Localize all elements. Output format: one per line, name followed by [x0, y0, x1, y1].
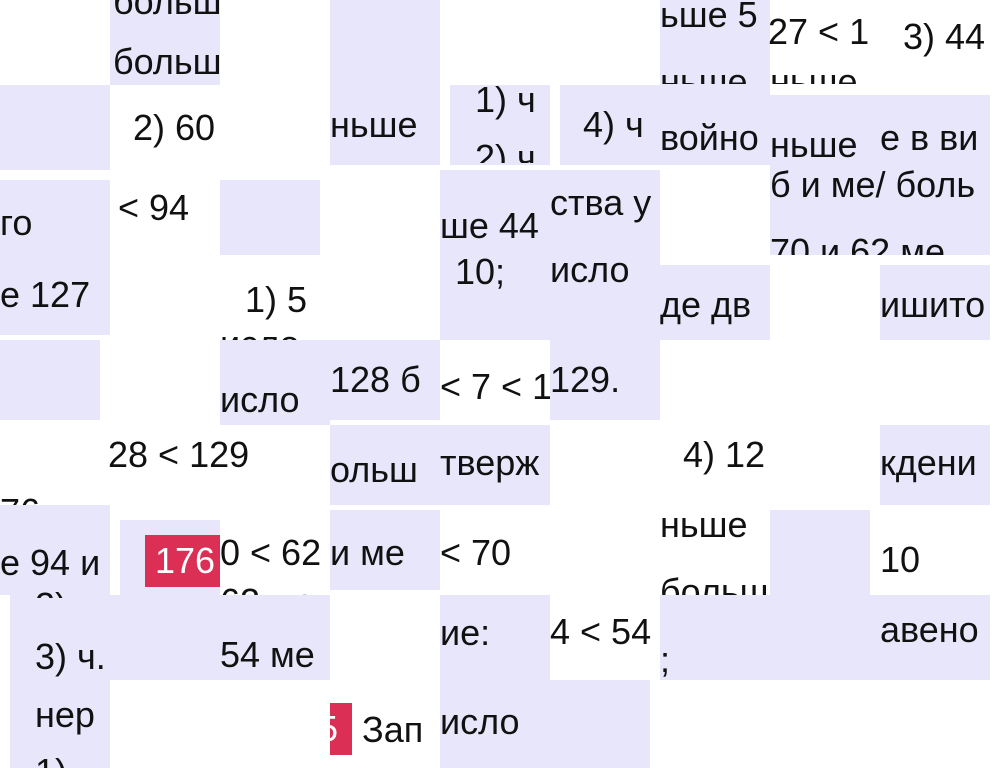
- text-fragment: тверж: [440, 443, 540, 483]
- text-fragment: исло: [220, 324, 330, 340]
- text-fragment: ше 44: [440, 206, 539, 246]
- text-fragment: 4) 12: [683, 435, 766, 475]
- tile: [440, 595, 550, 680]
- tile: [330, 510, 440, 590]
- text-fragment: 2) ч: [475, 138, 536, 163]
- text-fragment: < 94: [118, 188, 190, 228]
- text-fragment: 0 < 62: [220, 533, 330, 573]
- text-fragment: исло: [220, 380, 300, 420]
- text-fragment: го: [0, 203, 33, 243]
- text-fragment: ьше 5: [660, 0, 758, 35]
- text-fragment: 10: [880, 540, 921, 580]
- tile: [330, 425, 440, 505]
- tile: [770, 95, 990, 170]
- tile: [10, 595, 110, 768]
- text-fragment: б и ме/ боль: [770, 165, 976, 205]
- text-fragment: ньше: [660, 505, 748, 545]
- text-fragment: ньше: [770, 125, 858, 165]
- tile: [660, 0, 770, 165]
- text-fragment: ольш: [330, 450, 418, 490]
- text-fragment: 2) 60: [133, 108, 216, 148]
- tile: [880, 265, 990, 340]
- text-fragment: е 94 и: [0, 543, 101, 583]
- tile: [0, 180, 110, 335]
- tile: [110, 595, 330, 680]
- text-fragment: 3) ч.: [35, 637, 106, 677]
- text-fragment: де дв: [660, 285, 752, 325]
- tile: [330, 0, 440, 165]
- text-fragment: кдени: [880, 443, 977, 483]
- tile: [770, 510, 870, 595]
- tile: [770, 170, 990, 255]
- text-fragment: ишито: [880, 285, 986, 325]
- tile: [0, 85, 110, 170]
- text-fragment: е 127: [0, 275, 91, 315]
- text-fragment: ньше: [770, 62, 858, 84]
- text-fragment: 27 < 1: [768, 12, 870, 52]
- text-fragment: 3) 44: [903, 17, 986, 57]
- tile: [220, 180, 320, 255]
- tile: [560, 85, 660, 165]
- text-fragment: е в ви: [880, 118, 979, 158]
- text-fragment: исло: [440, 702, 520, 742]
- text-fragment: 28 < 129: [108, 435, 250, 475]
- text-fragment: 1): [35, 752, 110, 768]
- tile: [440, 425, 550, 505]
- tile: [660, 265, 770, 340]
- tile: [330, 340, 440, 420]
- text-fragment: больш: [660, 572, 769, 595]
- text-fragment: 54 ме: [220, 635, 315, 675]
- text-fragment: 1) 5: [245, 280, 308, 320]
- tile: [0, 505, 110, 595]
- text-fragment: 76 и: [0, 492, 110, 505]
- tile: [550, 340, 660, 420]
- tile: [660, 595, 990, 680]
- text-fragment: 2) ч: [35, 586, 110, 598]
- text-fragment: 129.: [550, 360, 621, 400]
- tile: [0, 340, 100, 420]
- text-fragment: больш: [113, 42, 220, 82]
- tile: [110, 0, 220, 85]
- tile: [440, 680, 650, 768]
- text-fragment: ства у: [550, 183, 652, 223]
- text-fragment: 128 б: [330, 360, 421, 400]
- text-fragment: ;: [660, 640, 671, 680]
- text-fragment: 62 ме: [220, 582, 330, 595]
- tile: [450, 85, 550, 165]
- text-fragment: больш: [113, 0, 220, 22]
- text-fragment: 4 < 54: [550, 612, 660, 652]
- text-fragment: нер: [35, 695, 95, 735]
- number-badge: 5: [330, 703, 352, 755]
- tile: [440, 170, 550, 340]
- text-fragment: авено: [880, 610, 979, 650]
- text-fragment: 1) ч: [475, 80, 536, 120]
- text-fragment: исло: [550, 250, 630, 290]
- tile: [220, 340, 330, 425]
- text-fragment: < 70: [440, 533, 512, 573]
- number-badge: 176: [145, 535, 220, 587]
- text-fragment: ньше: [660, 62, 748, 84]
- text-fragment: < 7 < 1: [440, 367, 550, 407]
- text-fragment: ие:: [440, 613, 491, 653]
- text-fragment: и ме: [330, 533, 405, 573]
- text-fragment: 10;: [455, 252, 506, 292]
- tile: [880, 425, 990, 505]
- text-fragment: войно: [660, 118, 759, 158]
- text-fragment: ньше: [330, 105, 418, 145]
- text-fragment: Зап: [362, 710, 424, 750]
- text-fragment: 70 и 62 ме: [770, 232, 945, 255]
- tile: [550, 170, 660, 340]
- text-fragment: 4) ч: [583, 105, 644, 145]
